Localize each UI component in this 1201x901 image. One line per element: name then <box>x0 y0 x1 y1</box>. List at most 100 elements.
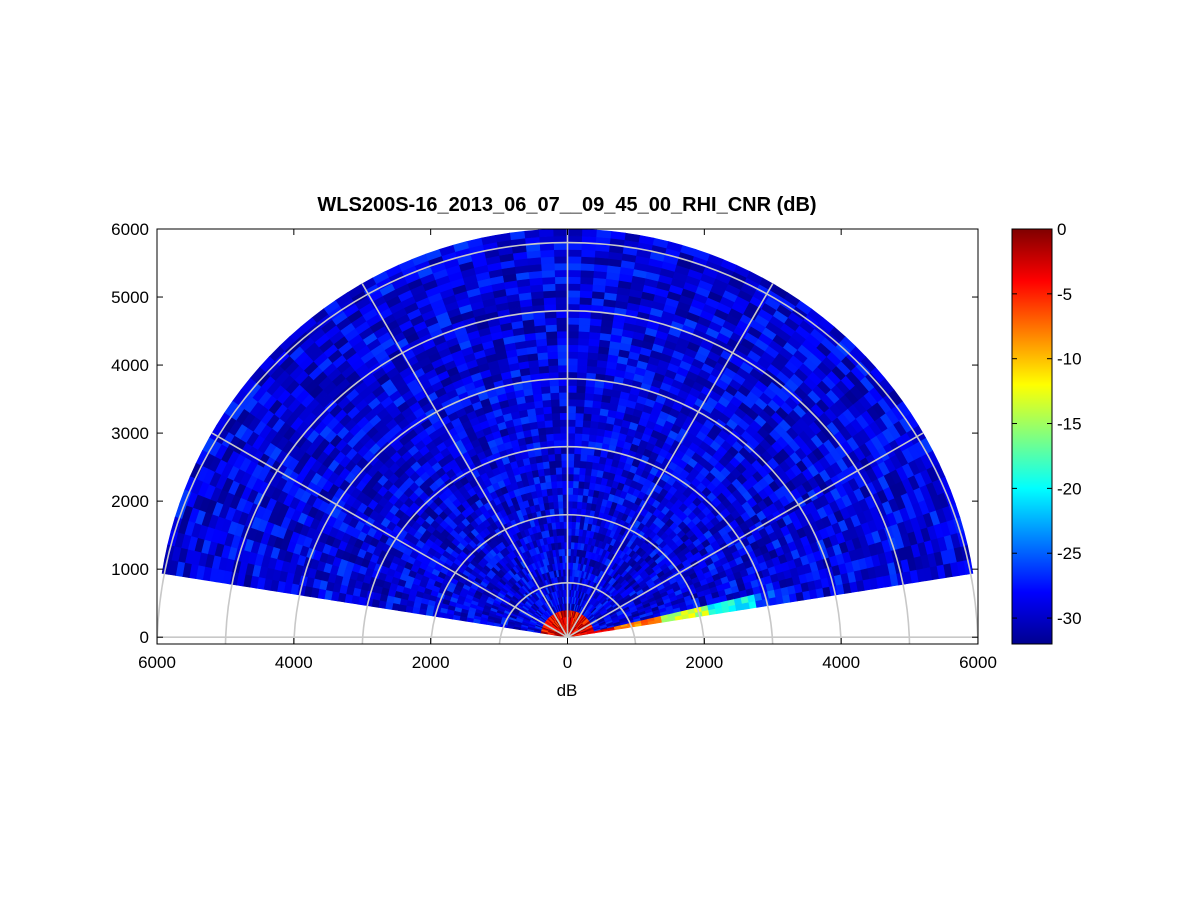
cnr-cell <box>555 473 563 482</box>
cnr-cell <box>589 420 599 429</box>
cnr-cell <box>567 460 575 468</box>
cnr-cell <box>557 494 563 502</box>
cnr-cell <box>567 453 575 461</box>
cnr-cell <box>582 412 592 422</box>
cnr-cell <box>567 269 581 278</box>
cnr-cell <box>552 426 561 434</box>
cnr-cell <box>567 276 581 284</box>
cnr-cell <box>556 480 563 489</box>
colorbar: 0-5-10-15-20-25-30 <box>1011 220 1082 645</box>
cnr-cell <box>579 296 592 305</box>
cnr-cell <box>567 357 578 366</box>
cnr-cell <box>578 317 591 326</box>
cnr-cell <box>567 283 581 291</box>
cnr-cell <box>577 480 585 489</box>
y-tick-label: 2000 <box>111 492 149 511</box>
chart-title: WLS200S-16_2013_06_07__09_45_00_RHI_CNR … <box>317 194 816 216</box>
cnr-cell <box>567 398 577 407</box>
cnr-cell <box>567 405 577 414</box>
cnr-cell <box>551 412 561 421</box>
cnr-cell <box>571 500 578 509</box>
colorbar-scale <box>1011 228 1053 645</box>
cnr-cell <box>549 392 560 400</box>
x-tick-label: 2000 <box>685 653 723 672</box>
cnr-cell <box>553 249 568 257</box>
cnr-cell <box>554 276 568 284</box>
cnr-cell <box>554 289 568 298</box>
cnr-cell <box>575 385 586 394</box>
cnr-cell <box>538 433 547 443</box>
cnr-cell <box>551 419 561 428</box>
colorbar-tick-label: -10 <box>1057 350 1082 369</box>
cnr-cell <box>554 460 562 468</box>
cnr-cell <box>586 358 598 367</box>
cnr-cell <box>553 242 568 250</box>
cnr-cell <box>544 324 557 333</box>
cnr-cell <box>572 466 580 475</box>
cnr-cell <box>577 344 589 353</box>
cnr-cell <box>558 385 568 393</box>
cnr-cell <box>567 351 578 359</box>
cnr-cell <box>567 391 577 400</box>
cnr-cell <box>577 330 590 339</box>
y-tick-label: 3000 <box>111 424 149 443</box>
colorbar-tick-label: 0 <box>1057 220 1066 239</box>
cnr-cell <box>560 460 568 468</box>
cnr-cell <box>567 439 575 448</box>
cnr-cell <box>557 357 568 366</box>
cnr-cell <box>555 303 568 312</box>
plot-area: 6000 4000 2000 0 2000 4000 6000 01000200030004… <box>111 220 997 672</box>
cnr-cell <box>557 378 568 386</box>
cnr-cell <box>555 317 568 325</box>
cnr-cell <box>545 433 554 442</box>
cnr-cell <box>536 351 549 361</box>
cnr-cell <box>592 454 601 464</box>
cnr-cell <box>571 507 578 516</box>
cnr-cell <box>588 427 598 436</box>
cnr-cell <box>578 474 586 482</box>
cnr-cell <box>574 419 584 428</box>
cnr-cell <box>536 420 546 429</box>
cnr-cell <box>567 432 576 441</box>
cnr-cell <box>580 262 595 272</box>
cnr-cell <box>548 460 556 469</box>
cnr-cell <box>582 419 592 428</box>
cnr-cell <box>559 412 568 420</box>
cnr-cell <box>556 330 568 339</box>
cnr-cell <box>523 229 540 239</box>
cnr-cell <box>567 323 579 332</box>
cnr-cell <box>591 406 601 416</box>
cnr-cell <box>580 249 596 258</box>
cnr-cell <box>567 480 574 488</box>
cnr-cell <box>558 391 568 400</box>
cnr-cell <box>549 474 557 482</box>
cnr-cell <box>576 364 588 373</box>
cnr-cell <box>581 229 597 238</box>
cnr-cell <box>588 433 597 443</box>
cnr-cell <box>557 364 568 373</box>
cnr-cell <box>553 262 568 271</box>
cnr-cell <box>546 344 558 353</box>
cnr-cell <box>559 432 568 441</box>
cnr-cell <box>572 487 579 495</box>
cnr-cell <box>561 466 568 475</box>
cnr-cell <box>574 426 583 434</box>
cnr-cell <box>577 487 584 496</box>
cnr-cell <box>556 344 568 352</box>
cnr-cell <box>540 385 551 394</box>
cnr-cell <box>549 385 560 394</box>
cnr-cell <box>609 230 626 241</box>
cnr-cell <box>557 371 568 380</box>
cnr-cell <box>547 453 556 462</box>
cnr-cell <box>567 242 582 250</box>
cnr-cell <box>587 338 600 347</box>
cnr-cell <box>541 392 551 401</box>
cnr-cell <box>567 262 582 271</box>
cnr-cell <box>554 453 562 462</box>
cnr-cell <box>560 446 568 454</box>
cnr-cell <box>579 276 594 285</box>
cnr-cell <box>553 446 562 455</box>
cnr-cell <box>567 255 582 264</box>
cnr-cell <box>559 425 568 434</box>
